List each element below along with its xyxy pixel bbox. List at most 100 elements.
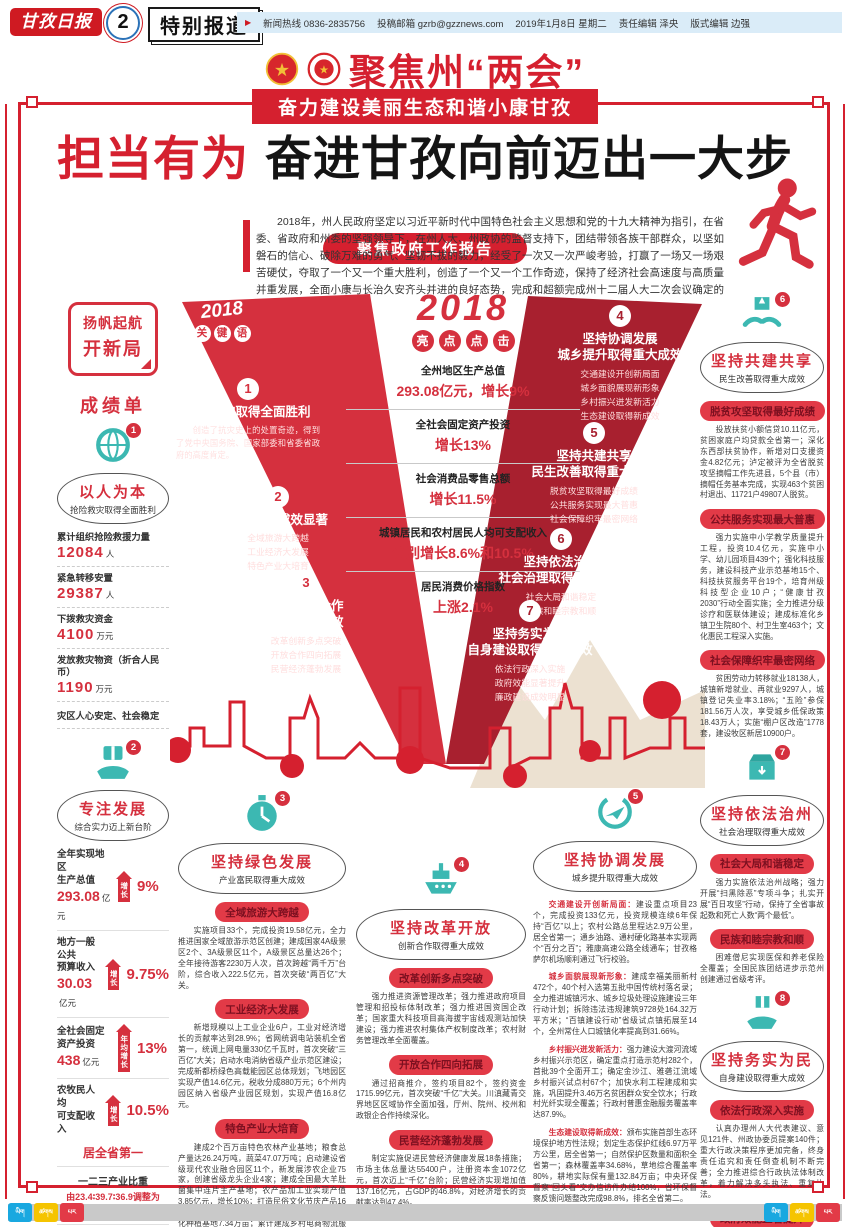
oval-subtitle: 自身建设取得重大成效 — [719, 1073, 805, 1084]
item-title: 民生改善取得重大成效 — [531, 465, 657, 480]
industry-from: 由23.4∶39.7∶36.9调整为 — [66, 1191, 160, 1202]
growth-label: 农牧民人均 — [57, 1085, 96, 1110]
industry-label: 一二三产业比重 — [78, 1176, 148, 1188]
stat-label: 居民消费价格指数 — [421, 581, 505, 593]
item-line: 乡村振兴迸发新活力 — [580, 396, 660, 407]
highlight-char: 亮 — [411, 330, 434, 352]
growth-row: 地方一般公共 预算收入 30.03 亿元 增长 9.75% — [57, 931, 169, 1019]
stat-label: 紧急转移安置 — [57, 573, 113, 584]
oval-subtitle: 民生改善取得重大成效 — [719, 374, 805, 384]
section-oval: 坚持改革开放 创新合作取得重大成效 — [356, 909, 526, 960]
body-text: 困难僧尼实现医保和养老保险全覆盖；全国民族团结进步示范州创建通过省级考评。 — [700, 953, 824, 985]
body-text: 新增规模以上工业企业6户，工业对经济增长的贡献率达到28.9%；省网统调电站装机… — [178, 1023, 346, 1109]
main-headline: 担当有为 奋进甘孜向前迈出一大步 — [0, 120, 850, 189]
stat-row: 下拨救灾资金 4100 万元 — [57, 608, 169, 650]
globe-icon: 1 — [91, 422, 142, 469]
oval-title: 坚持共建共享 — [710, 353, 813, 370]
stat-label: 城镇居民和农村居民人均可支配收入 — [379, 527, 547, 539]
highlight-stat: 城镇居民和农村居民人均可支配收入 分别增长8.6%和10.5% — [346, 518, 580, 572]
highlight-stat: 全社会固定资产投资 增长13% — [346, 410, 580, 464]
body-text: 强力推进资源管理改革；强力推进政府项目管理和招投标体制改革；强力推进国资国企改革… — [356, 992, 526, 1045]
number-badge: 1 — [125, 422, 142, 439]
item-number: 4 — [609, 305, 631, 327]
number-badge: 6 — [774, 291, 791, 308]
left-rule — [5, 104, 7, 1199]
sub-badge: 民营经济蓬勃发展 — [389, 1130, 493, 1151]
stat-row: 发放救灾物资（折合人民币） 1190 万元 — [57, 649, 169, 703]
stat-unit: 人 — [105, 549, 115, 560]
runner-icon — [738, 178, 817, 269]
item-number: 7 — [519, 600, 541, 622]
slogan-banner: 奋力建设美丽生态和谐小康甘孜 — [251, 89, 599, 124]
issue-date: 2019年1月8日 星期二 — [515, 18, 607, 30]
body-text: 通过招商推介，签约项目82个，签约资金1715.99亿元，首次突破“千亿”大关。… — [356, 1078, 526, 1121]
focus-title: 聚焦州“两会” — [349, 52, 585, 93]
body-text: 强力实施中小学教学质量提升工程，投资10.4亿元，实施中小学、幼儿园项目439个… — [700, 533, 824, 641]
growth-unit: 亿元 — [57, 892, 111, 921]
oval-subtitle: 产业富民取得重大成效 — [219, 875, 305, 885]
growth-number: 30.03 — [57, 975, 93, 992]
growth-arrow-icon: 增长 — [105, 1095, 122, 1127]
report-badge: 聚焦政府工作报告 — [322, 233, 528, 264]
oval-title: 坚持协调发展 — [563, 852, 666, 869]
oval-subtitle: 社会治理取得重大成效 — [719, 826, 805, 837]
highlight-char: 击 — [492, 330, 515, 352]
number-badge: 2 — [125, 739, 142, 757]
oval-subtitle: 综合实力迈上新台阶 — [74, 822, 152, 833]
growth-label: 全社会固定 — [57, 1026, 105, 1038]
intro-accent-bar — [243, 220, 250, 272]
item-line: 全域旅游大跨越 — [247, 533, 309, 544]
sub-badge: 改革创新多点突破 — [389, 968, 493, 988]
section-oval: 坚持依法治州 社会治理取得重大成效 — [700, 794, 824, 846]
sub-badge: 公共服务实现最大普惠 — [700, 509, 825, 530]
growth-percent: 10.5% — [126, 1102, 169, 1120]
oval-title: 坚持绿色发展 — [210, 854, 313, 871]
stat-value: 上涨2.1% — [433, 599, 493, 615]
stat-label: 累计组织抢险救援力量 — [57, 532, 150, 542]
frame-corner — [812, 96, 824, 108]
section-oval: 坚持协调发展 城乡提升取得重大成效 — [533, 841, 697, 892]
keywords-year: 2018 — [199, 297, 245, 324]
sub-badge: 社会大局和谐稳定 — [710, 853, 814, 874]
frame-corner — [812, 1181, 824, 1193]
body-text: 贫困劳动力转移就业18138人，城镇新增就业、再就业9297人，城镇登记失业率3… — [700, 674, 824, 738]
footer-bar — [8, 1204, 842, 1221]
stat-label: 发放救灾物资（折合人民币） — [57, 655, 160, 678]
sub-badge: 社会保障织牢最密网络 — [700, 650, 825, 671]
item-number: 3 — [295, 572, 317, 594]
section-oval: 以人为本 抢险救灾取得全面胜利 — [57, 473, 169, 524]
growth-label: 全年实现地区 — [57, 849, 105, 874]
highlights-title: 亮 点 点 击 — [346, 330, 580, 352]
sub-badge: 脱贫攻坚取得最好成绩 — [700, 401, 825, 421]
item-line: 生态建设取得新成效 — [580, 410, 660, 421]
growth-label: 可支配收入 — [57, 1110, 96, 1135]
section-oval: 坚持绿色发展 产业富民取得重大成效 — [178, 843, 346, 894]
column-green-development: 3 坚持绿色发展 产业富民取得重大成效 全域旅游大跨越 实施项目33个，完成投资… — [178, 790, 346, 1227]
banner: ★ ★ 聚焦州“两会” — [0, 42, 850, 96]
submission-email: 投稿邮箱 gzrb@gzznews.com — [377, 18, 504, 30]
national-emblem-icon: ★ — [265, 52, 299, 86]
growth-unit: 亿元 — [82, 1057, 100, 1068]
plane-circle-icon: 5 — [593, 788, 644, 837]
headline-main: 奋进甘孜向前迈出一大步 — [265, 132, 793, 185]
sub-badge: 依法行政深入实施 — [710, 1100, 814, 1121]
keyword-char: 语 — [233, 325, 251, 342]
item-title: 抢险救灾取得全面胜利 — [185, 405, 311, 419]
stat-number: 29387 — [57, 585, 104, 603]
footer-logo-right: ཡིག ཚགས པར — [764, 1203, 840, 1222]
item-title: 坚持依法治州 — [523, 555, 599, 569]
svg-text:★: ★ — [319, 65, 329, 77]
skyline-line — [170, 682, 705, 771]
body-text: 乡村振兴迸发新活力：强力建设大渡河流域乡村振兴示范区，确定重点打造示范村282个… — [533, 1044, 698, 1120]
oval-subtitle: 城乡提升取得重大成效 — [572, 873, 658, 883]
ship-icon: 4 — [419, 856, 470, 905]
paper-logo: 甘孜日报 — [10, 8, 102, 36]
item-title: 坚持务实为民 — [492, 627, 568, 641]
item-line: 民族和睦宗教和顺 — [525, 605, 597, 616]
growth-percent: 9% — [137, 878, 159, 896]
item-line: 廉政建设成效明显 — [494, 691, 566, 702]
v-item-2: 2 产业富民成效显著 全域旅游大跨越 工业经济大发展 特色产业大培育 — [198, 486, 358, 573]
body-text: 制定实施促进民营经济健康发展18条措施；市场主体总量达55400户，注册资本金1… — [356, 1154, 526, 1207]
number-badge: 3 — [274, 790, 291, 807]
left-column: 扬帆起航 开新局 成绩单 1 以人为本 抢险救灾取得全面胜利 累计组织抢险救援力… — [57, 300, 169, 1227]
